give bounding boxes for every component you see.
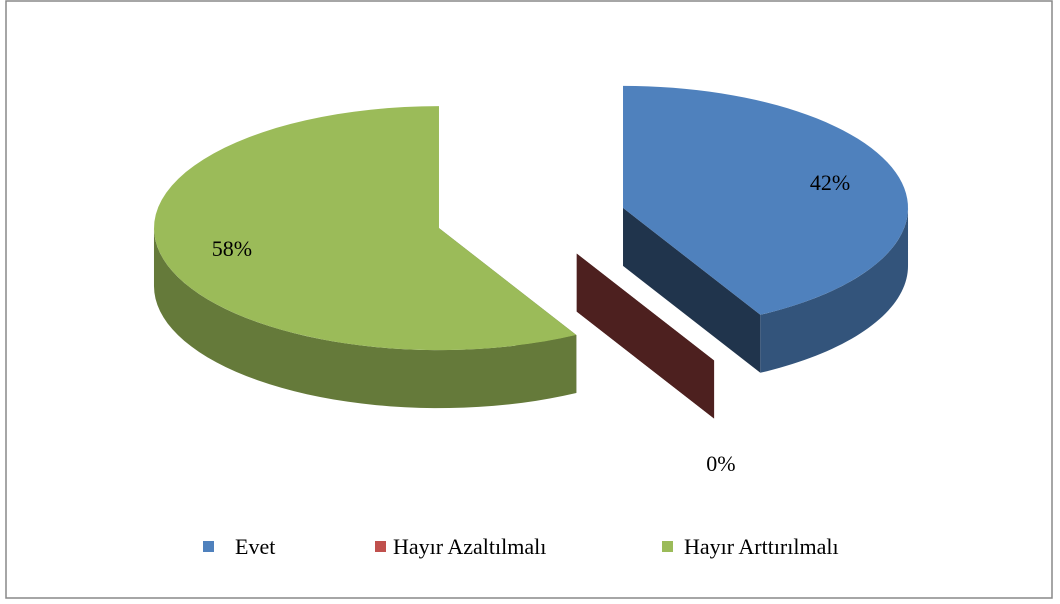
slice-side: [623, 207, 761, 373]
slice-wall: [760, 207, 909, 373]
slice: [153, 106, 577, 351]
slice: [623, 85, 908, 315]
legend-label: Hayır Arttırılmalı: [684, 534, 839, 559]
data-label: 42%: [810, 170, 850, 195]
legend-swatch: [203, 541, 214, 552]
slice: [576, 253, 715, 361]
legend-swatch: [375, 541, 386, 552]
slice-side: [576, 253, 715, 419]
slice-wall: [153, 228, 577, 409]
data-label: 58%: [212, 236, 252, 261]
legend-label: Evet: [235, 534, 275, 559]
data-label: 0%: [706, 451, 735, 476]
legend-swatch: [662, 541, 673, 552]
legend-label: Hayır Azaltılmalı: [393, 534, 546, 559]
